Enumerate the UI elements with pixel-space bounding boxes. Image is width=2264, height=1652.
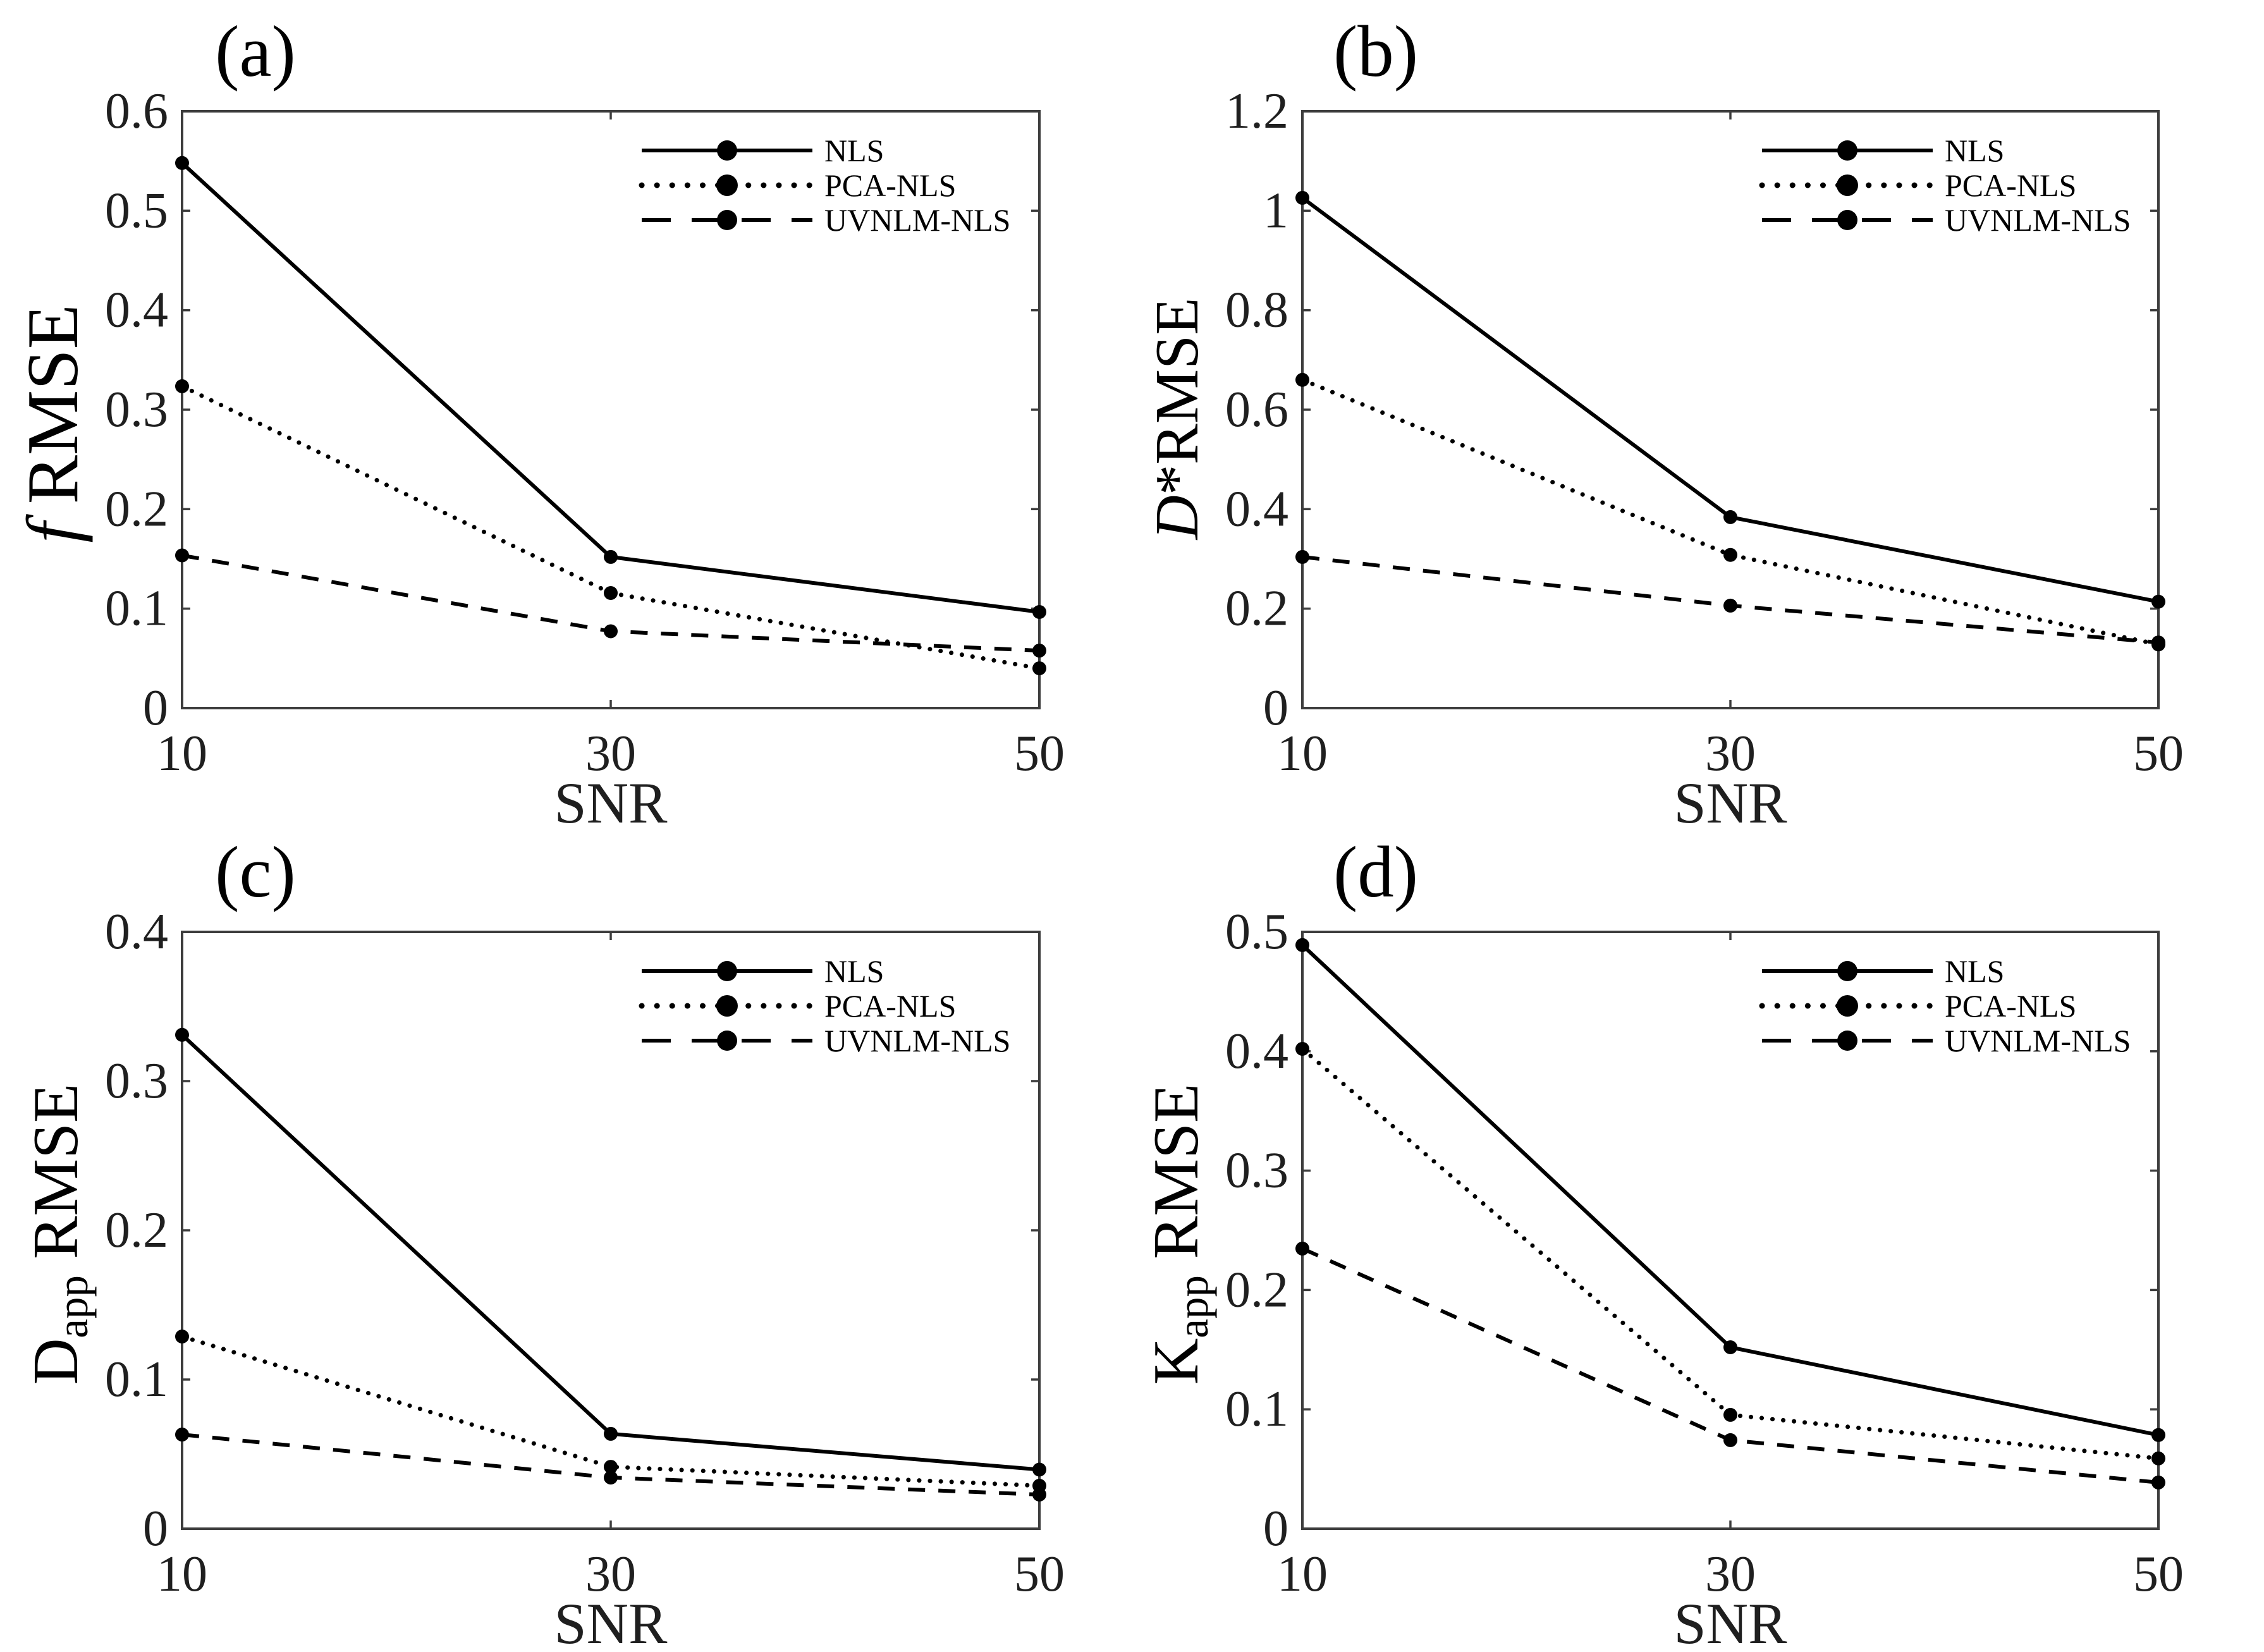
svg-text:0.5: 0.5 [105, 183, 168, 238]
svg-text:0.4: 0.4 [1225, 1024, 1288, 1079]
svg-text:UVNLM-NLS: UVNLM-NLS [824, 202, 1010, 238]
svg-text:0.1: 0.1 [1225, 1381, 1288, 1437]
svg-text:0: 0 [1263, 680, 1288, 736]
svg-text:(a): (a) [215, 11, 296, 92]
svg-text:10: 10 [1277, 726, 1328, 781]
svg-text:SNR: SNR [554, 771, 668, 835]
svg-text:PCA-NLS: PCA-NLS [1945, 168, 2076, 203]
svg-text:NLS: NLS [824, 953, 884, 989]
svg-text:10: 10 [1277, 1546, 1328, 1602]
svg-text:D*RMSE: D*RMSE [1143, 298, 1211, 541]
svg-text:10: 10 [157, 726, 207, 781]
svg-text:50: 50 [1014, 1546, 1065, 1602]
svg-text:0: 0 [143, 1501, 168, 1557]
svg-text:0.2: 0.2 [105, 481, 168, 537]
svg-text:NLS: NLS [824, 133, 884, 168]
svg-text:Dapp RMSE: Dapp RMSE [20, 1084, 97, 1385]
svg-text:0.4: 0.4 [105, 904, 168, 960]
svg-text:0.4: 0.4 [105, 283, 168, 338]
svg-text:10: 10 [157, 1546, 207, 1602]
svg-text:0.4: 0.4 [1225, 481, 1288, 537]
svg-text:SNR: SNR [554, 1591, 668, 1652]
svg-text:UVNLM-NLS: UVNLM-NLS [1945, 202, 2131, 238]
svg-text:0.3: 0.3 [105, 1053, 168, 1109]
svg-text:0.3: 0.3 [1225, 1143, 1288, 1199]
svg-text:30: 30 [585, 1546, 636, 1602]
svg-text:(c): (c) [215, 832, 296, 912]
svg-text:(d): (d) [1333, 832, 1418, 912]
svg-text:30: 30 [1705, 726, 1756, 781]
svg-text:UVNLM-NLS: UVNLM-NLS [1945, 1023, 2131, 1058]
svg-text:PCA-NLS: PCA-NLS [824, 988, 956, 1024]
svg-text:0.2: 0.2 [1225, 581, 1288, 637]
svg-text:NLS: NLS [1945, 953, 2004, 989]
svg-text:50: 50 [2133, 726, 2184, 781]
svg-text:NLS: NLS [1945, 133, 2004, 168]
svg-text:50: 50 [2133, 1546, 2184, 1602]
svg-text:0.1: 0.1 [105, 1352, 168, 1407]
svg-text:0.6: 0.6 [1225, 382, 1288, 437]
svg-text:1.2: 1.2 [1225, 83, 1288, 139]
svg-text:0: 0 [143, 680, 168, 736]
svg-text:30: 30 [585, 726, 636, 781]
svg-text:0.2: 0.2 [1225, 1262, 1288, 1318]
svg-text:0: 0 [1263, 1501, 1288, 1557]
svg-text:PCA-NLS: PCA-NLS [1945, 988, 2076, 1024]
svg-text:f RMSE: f RMSE [13, 304, 94, 542]
svg-text:50: 50 [1014, 726, 1065, 781]
svg-text:UVNLM-NLS: UVNLM-NLS [824, 1023, 1010, 1058]
svg-text:0.2: 0.2 [105, 1202, 168, 1258]
svg-text:SNR: SNR [1674, 1591, 1788, 1652]
svg-text:1: 1 [1263, 183, 1288, 238]
svg-text:0.5: 0.5 [1225, 904, 1288, 960]
svg-text:0.8: 0.8 [1225, 283, 1288, 338]
svg-text:0.6: 0.6 [105, 83, 168, 139]
svg-text:SNR: SNR [1674, 771, 1788, 835]
svg-text:0.1: 0.1 [105, 581, 168, 637]
svg-text:30: 30 [1705, 1546, 1756, 1602]
svg-text:Kapp RMSE: Kapp RMSE [1141, 1084, 1217, 1385]
svg-text:0.3: 0.3 [105, 382, 168, 437]
svg-text:PCA-NLS: PCA-NLS [824, 168, 956, 203]
svg-text:(b): (b) [1333, 11, 1418, 92]
